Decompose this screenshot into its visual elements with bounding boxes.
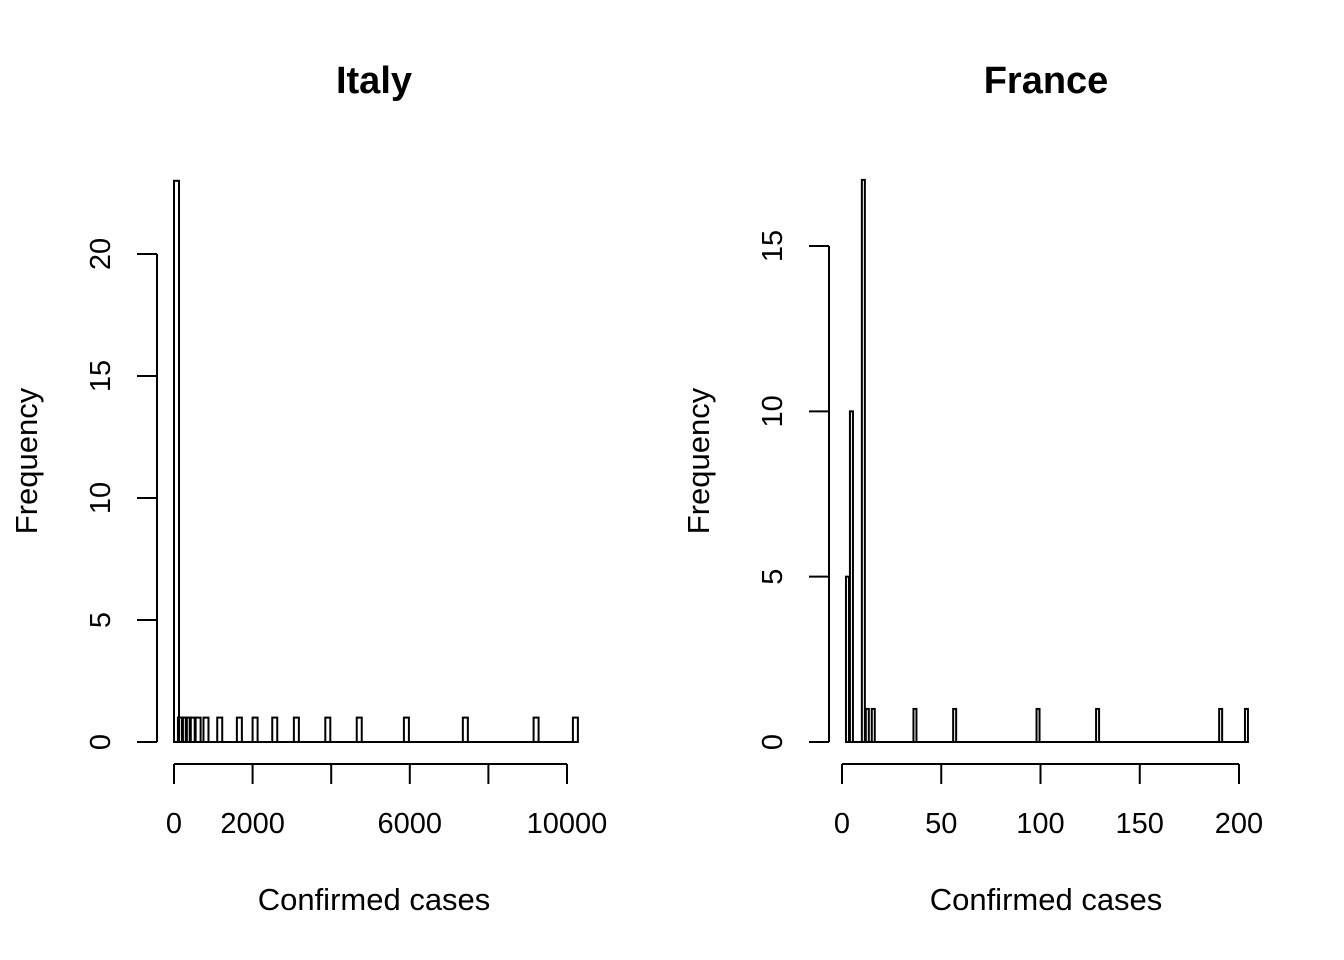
histogram-bar <box>202 716 210 743</box>
y-tick-label: 15 <box>85 360 117 392</box>
histogram-bar <box>864 707 870 744</box>
histogram-bar <box>180 716 188 743</box>
x-tick-label: 6000 <box>378 808 443 840</box>
histogram-bar <box>176 716 184 743</box>
x-tick-label: 10000 <box>527 808 608 840</box>
y-axis-label: Frequency <box>681 387 716 534</box>
histogram-bar <box>532 716 540 743</box>
histogram-bar <box>571 716 579 743</box>
y-tick-label: 0 <box>757 734 789 750</box>
histogram-bar <box>461 716 469 743</box>
histogram-bar <box>402 716 410 743</box>
histogram-bar <box>1218 707 1224 744</box>
histogram-bars <box>173 179 579 744</box>
chart-title: France <box>984 60 1109 102</box>
chart-title: Italy <box>336 60 412 102</box>
histogram-bar <box>870 707 876 744</box>
y-tick-label: 0 <box>85 734 117 750</box>
histogram-bar <box>216 716 224 743</box>
histogram-bar <box>292 716 300 743</box>
panel-france: France Confirmed cases Frequency 0 50 100 1… <box>681 60 1263 917</box>
x-tick-label: 2000 <box>220 808 285 840</box>
histogram-bar <box>271 716 279 743</box>
histogram-bar <box>1095 707 1101 744</box>
histogram-bar <box>184 716 192 743</box>
histogram-bar <box>1035 707 1041 744</box>
histogram-bar <box>324 716 332 743</box>
histogram-bar <box>188 716 196 743</box>
histogram-bar <box>952 707 958 744</box>
y-tick-label: 5 <box>757 569 789 585</box>
x-axis: 0 50 100 150 200 <box>834 763 1263 840</box>
y-tick-label: 15 <box>757 230 789 262</box>
histogram-bar <box>194 716 202 743</box>
histogram-bar <box>355 716 363 743</box>
y-tick-label: 10 <box>85 482 117 514</box>
y-tick-label: 20 <box>85 238 117 270</box>
x-tick-label: 200 <box>1215 808 1263 840</box>
y-axis-label: Frequency <box>9 387 44 534</box>
histogram-bar <box>1243 707 1249 744</box>
histogram-bar <box>848 410 854 743</box>
histogram-bars <box>844 178 1249 744</box>
histogram-bar <box>912 707 918 744</box>
x-tick-label: 0 <box>834 808 850 840</box>
x-axis-label: Confirmed cases <box>930 882 1163 917</box>
histogram-bar <box>251 716 259 743</box>
x-axis: 0 2000 6000 10000 <box>166 763 608 840</box>
histogram-bar <box>860 178 866 744</box>
x-tick-label: 0 <box>166 808 182 840</box>
x-axis-label: Confirmed cases <box>258 882 491 917</box>
y-axis: 0 5 10 15 20 <box>85 238 158 750</box>
y-tick-label: 5 <box>85 612 117 628</box>
x-tick-label: 100 <box>1016 808 1064 840</box>
histogram-bar <box>173 179 180 744</box>
y-tick-label: 10 <box>757 395 789 427</box>
x-tick-label: 150 <box>1116 808 1164 840</box>
x-tick-label: 50 <box>925 808 957 840</box>
histogram-bar <box>235 716 243 743</box>
y-axis: 0 5 10 15 <box>757 230 830 750</box>
histogram-bar <box>844 575 850 744</box>
panel-italy: Italy Confirmed cases Frequency 0 2000 600… <box>9 60 607 917</box>
